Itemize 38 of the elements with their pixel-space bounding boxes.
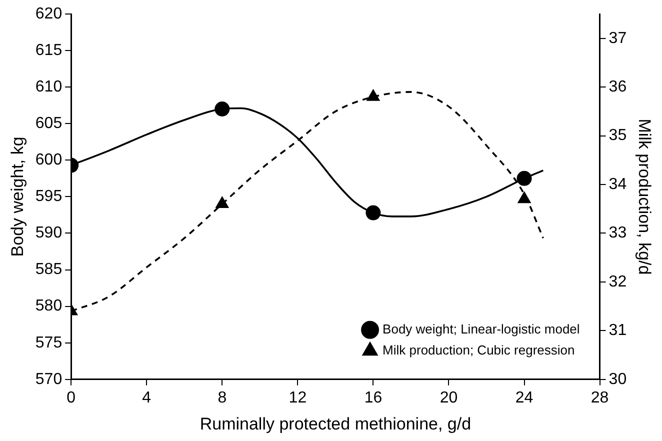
x-tick-label: 24: [515, 389, 534, 406]
point: [516, 170, 532, 186]
y-tick-label: 605: [35, 115, 62, 132]
x-tick-label: 0: [66, 389, 76, 406]
y2-tick-label: 37: [608, 30, 627, 47]
y-tick-label: 590: [35, 224, 62, 242]
x-tick-label: 16: [364, 389, 382, 406]
y2-tick-label: 34: [608, 176, 627, 193]
y2-tick-label: 32: [608, 273, 627, 290]
y2-tick-label: 33: [608, 224, 627, 242]
x-tick-label: 20: [440, 389, 458, 406]
point: [366, 89, 380, 101]
legend-label: Milk production; Cubic regression: [382, 342, 575, 358]
legend-label: Body weight; Linear-logistic model: [382, 321, 580, 336]
y2-tick-label: 30: [608, 370, 627, 388]
y-tick-label: 600: [35, 152, 62, 169]
point: [366, 205, 381, 220]
x-tick-label: 12: [288, 389, 307, 406]
y-tick-label: 575: [35, 334, 62, 352]
x-tick-label: 4: [142, 389, 152, 406]
y2-tick-label: 31: [608, 322, 627, 340]
y-tick-label: 595: [35, 188, 62, 206]
y-tick-label: 580: [35, 298, 62, 315]
y-tick-label: 570: [35, 370, 62, 388]
point: [214, 102, 230, 117]
point: [216, 196, 229, 208]
y-axis-title: Body weight, kg: [8, 136, 27, 257]
point: [518, 192, 531, 204]
y2-axis-title: Milk production, kg/d: [635, 118, 654, 275]
y-tick-label: 610: [35, 78, 62, 96]
y-tick-label: 620: [35, 5, 62, 22]
y2-tick-label: 36: [608, 78, 627, 96]
y-tick-label: 585: [35, 261, 62, 278]
x-axis-title: Ruminally protected methionine, g/d: [200, 414, 472, 434]
y2-tick-label: 35: [608, 127, 627, 144]
y-tick-label: 615: [35, 42, 62, 59]
x-tick-label: 8: [218, 389, 227, 406]
x-tick-label: 28: [590, 389, 609, 406]
